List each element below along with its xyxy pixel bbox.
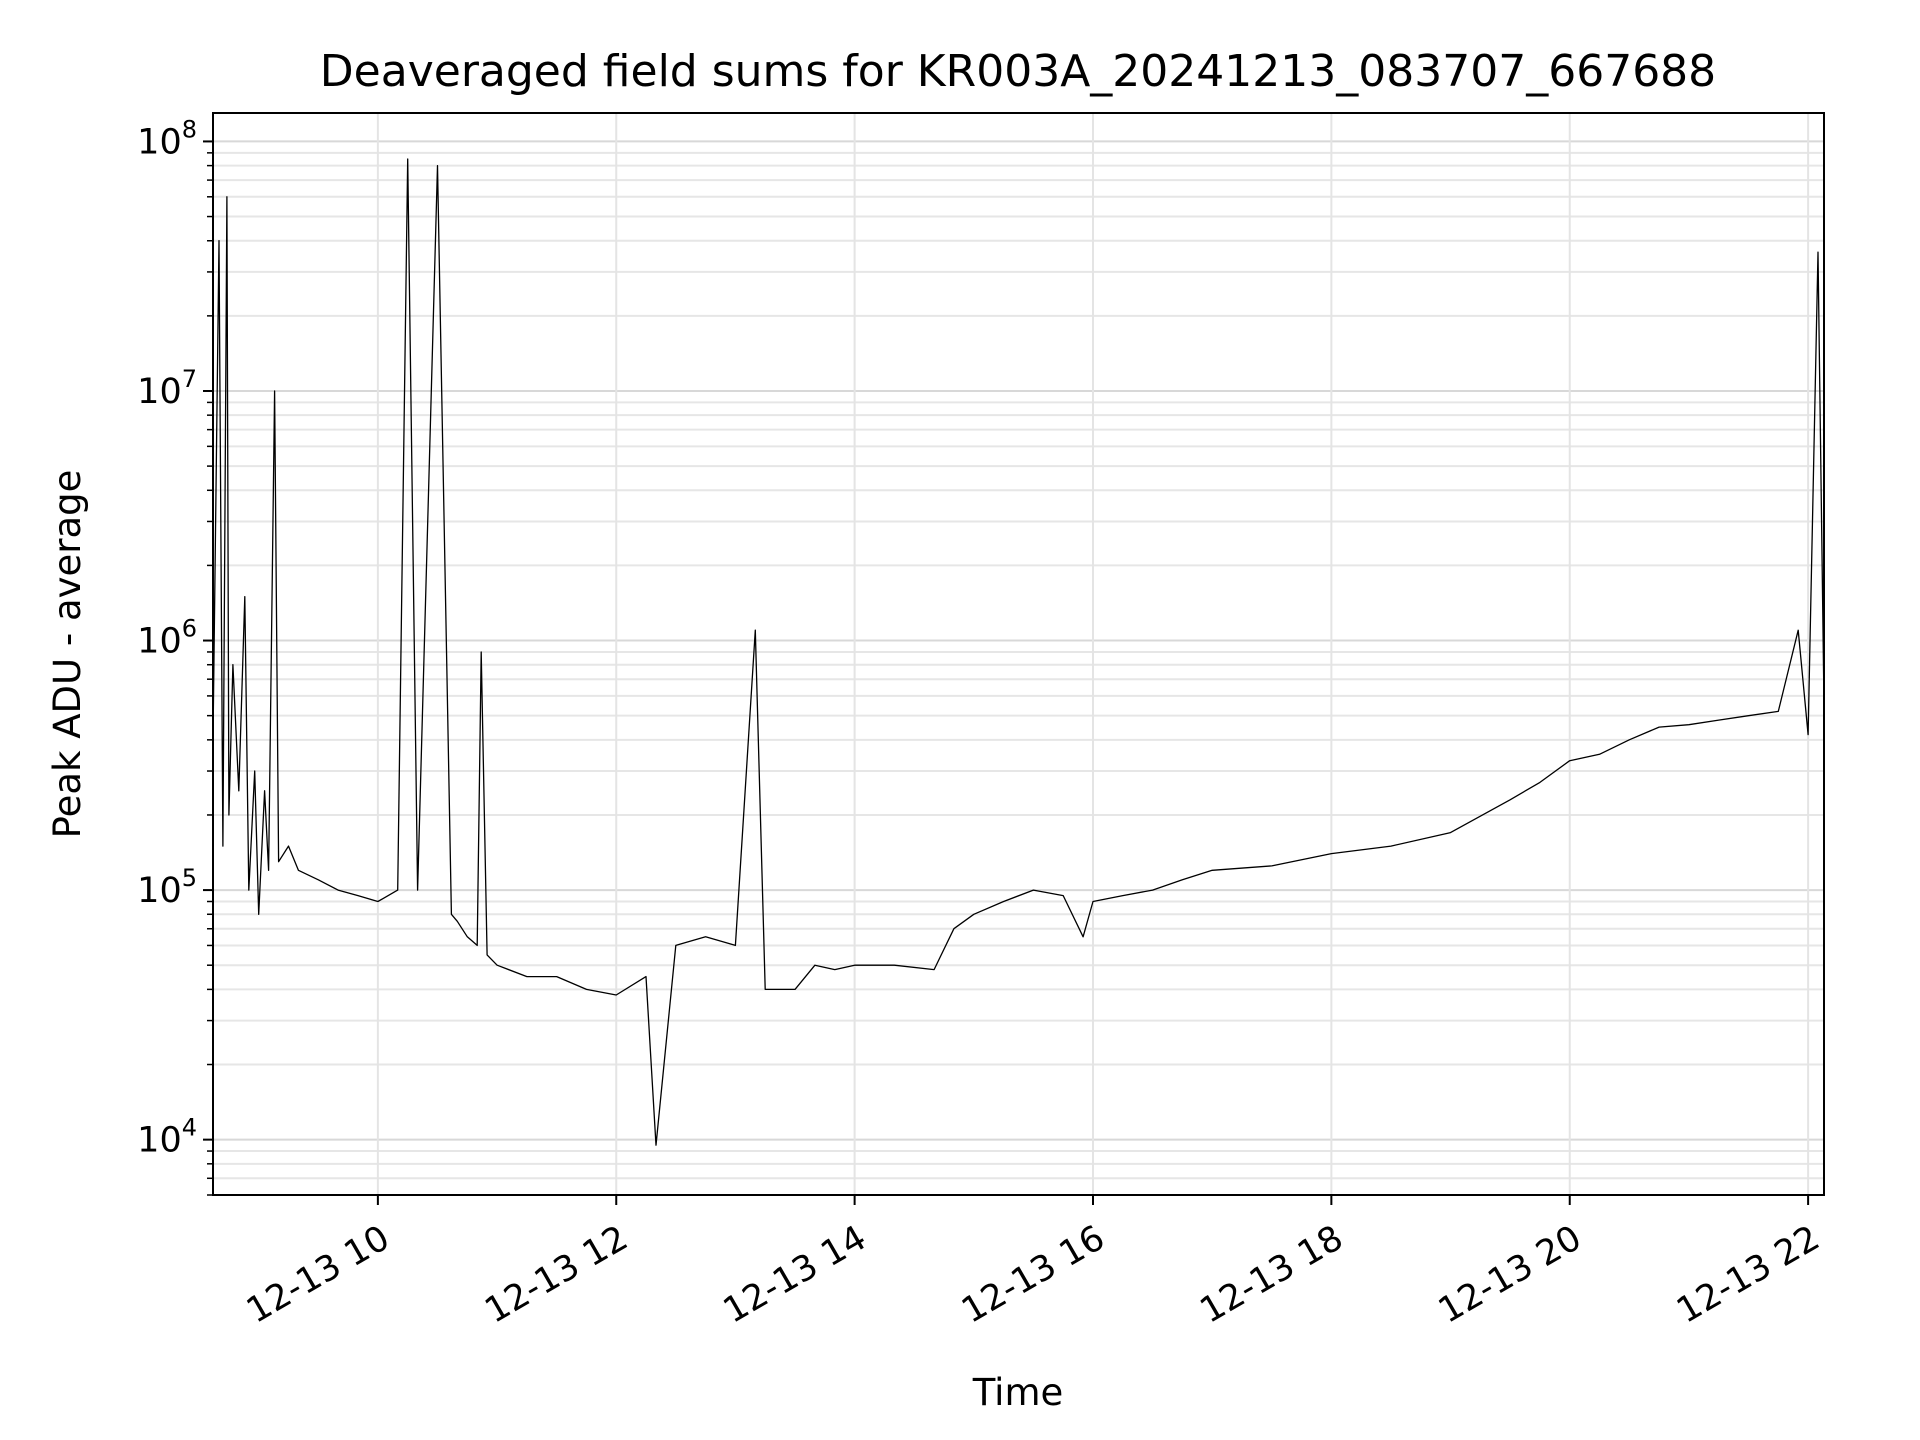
- series-line: [212, 158, 1825, 1146]
- plot-frame: [212, 112, 1825, 1196]
- y-axis-ticks: 104 105 106 107 108: [137, 115, 213, 1196]
- y-tick-label: 108: [137, 115, 197, 162]
- y-tick-label: 105: [137, 864, 197, 911]
- chart-title: Deaveraged field sums for KR003A_2024121…: [320, 46, 1716, 97]
- y-axis-label: Peak ADU - average: [46, 470, 89, 839]
- y-tick-label: 107: [137, 365, 197, 412]
- x-axis-label: Time: [972, 1371, 1064, 1414]
- y-tick-label: 104: [137, 1114, 197, 1161]
- grid-lines: [213, 113, 1824, 1196]
- y-tick-label: 106: [137, 615, 197, 662]
